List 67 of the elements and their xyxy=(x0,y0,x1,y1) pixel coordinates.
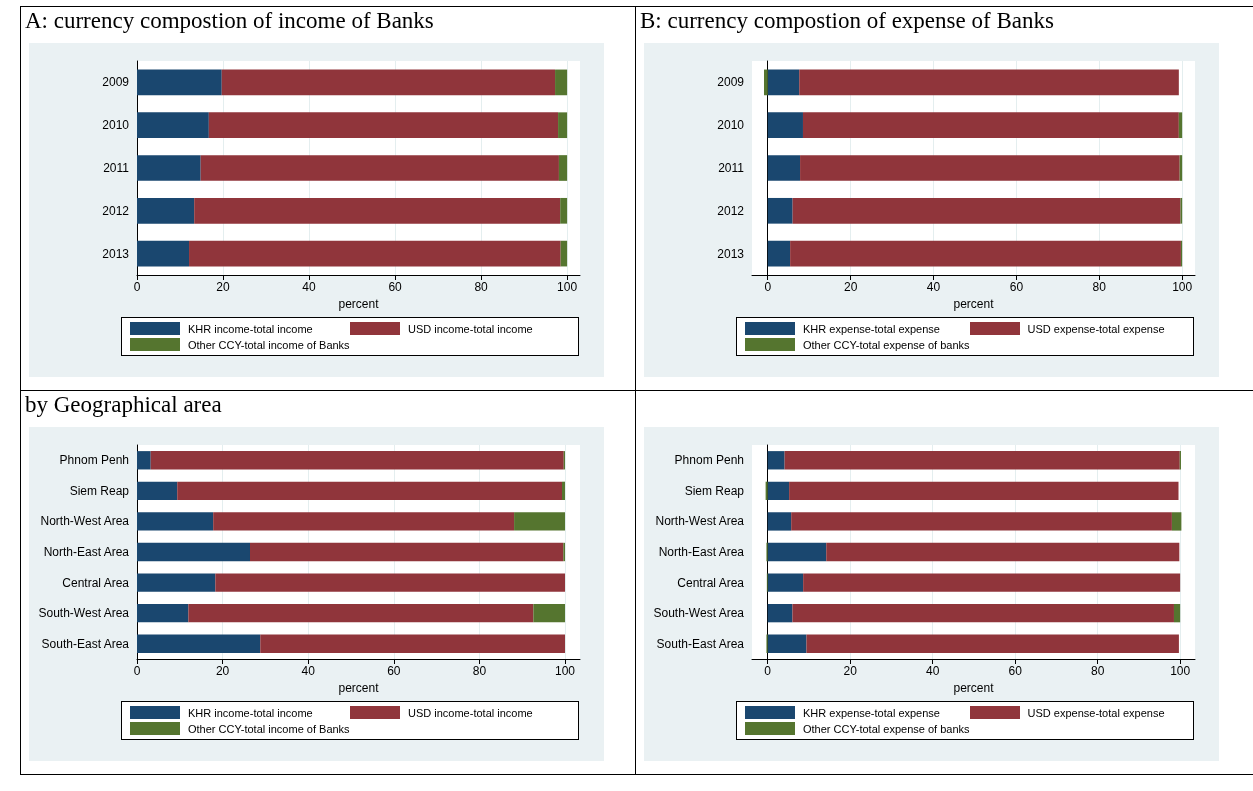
y-tick-label: Phnom Penh xyxy=(674,453,744,468)
legend-label: KHR expense-total expense xyxy=(803,322,940,335)
x-tick-label: 0 xyxy=(764,664,772,678)
y-tick-label: South-East Area xyxy=(41,636,130,651)
chart-title: A: currency compostion of income of Banks xyxy=(24,7,435,35)
y-tick-label: Siem Reap xyxy=(684,483,745,498)
legend-label: Other CCY-total expense of banks xyxy=(803,722,970,735)
x-tick-label: 60 xyxy=(1009,280,1024,294)
y-tick-label: South-West Area xyxy=(653,606,745,621)
x-tick-label: 20 xyxy=(216,280,231,294)
x-tick-label: 0 xyxy=(133,664,141,678)
x-tick-label: 20 xyxy=(843,664,858,678)
x-tick-label: 0 xyxy=(133,280,141,294)
legend-label: Other CCY-total income of Banks xyxy=(188,722,350,735)
y-tick-label: 2013 xyxy=(102,246,130,261)
y-tick-label: Phnom Penh xyxy=(59,453,129,468)
x-axis-title: percent xyxy=(338,680,380,695)
x-tick-label: 40 xyxy=(301,664,316,678)
y-tick-label: 2009 xyxy=(717,75,745,90)
y-tick-label: South-East Area xyxy=(656,636,745,651)
y-tick-label: 2012 xyxy=(102,203,130,218)
y-tick-label: North-East Area xyxy=(43,545,130,559)
y-tick-label: 2011 xyxy=(103,161,130,175)
x-tick-label: 80 xyxy=(474,280,489,294)
y-tick-label: Central Area xyxy=(62,575,130,590)
y-tick-label: 2011 xyxy=(718,161,745,175)
x-axis-title: percent xyxy=(338,296,380,311)
x-tick-label: 100 xyxy=(555,664,576,678)
x-axis-title: percent xyxy=(953,680,995,695)
y-tick-label: North-East Area xyxy=(658,545,745,559)
x-tick-label: 100 xyxy=(557,280,578,294)
x-tick-label: 40 xyxy=(302,280,317,294)
x-tick-label: 80 xyxy=(472,664,487,678)
x-tick-label: 40 xyxy=(925,664,940,678)
x-tick-label: 40 xyxy=(926,280,941,294)
y-tick-label: North-West Area xyxy=(655,514,745,529)
legend-label: Other CCY-total income of Banks xyxy=(188,338,350,351)
x-tick-label: 20 xyxy=(215,664,230,678)
x-tick-label: 100 xyxy=(1170,664,1191,678)
legend-label: Other CCY-total expense of banks xyxy=(803,338,970,351)
y-tick-label: Siem Reap xyxy=(69,483,130,498)
x-tick-label: 60 xyxy=(387,664,401,678)
legend-label: USD income-total income xyxy=(408,706,533,719)
legend-label: USD expense-total expense xyxy=(1027,322,1165,335)
y-tick-label: 2012 xyxy=(717,203,745,218)
y-tick-label: 2013 xyxy=(717,246,745,261)
legend-label: USD expense-total expense xyxy=(1027,706,1165,719)
y-tick-label: North-West Area xyxy=(40,514,130,529)
legend-label: KHR income-total income xyxy=(188,706,313,719)
x-tick-label: 0 xyxy=(764,280,772,294)
x-tick-label: 80 xyxy=(1090,664,1105,678)
x-tick-label: 60 xyxy=(388,280,403,294)
x-tick-label: 60 xyxy=(1008,664,1023,678)
y-tick-label: 2010 xyxy=(102,118,130,133)
legend-label: KHR income-total income xyxy=(188,322,313,335)
y-tick-label: South-West Area xyxy=(38,606,130,621)
legend-label: KHR expense-total expense xyxy=(803,706,940,719)
y-tick-label: 2010 xyxy=(717,118,745,133)
chart-title: B: currency compostion of expense of Banks xyxy=(639,7,1055,35)
y-tick-label: 2009 xyxy=(102,75,130,90)
x-tick-label: 80 xyxy=(1092,280,1107,294)
y-tick-label: Central Area xyxy=(677,575,745,590)
x-tick-label: 20 xyxy=(843,280,858,294)
x-tick-label: 100 xyxy=(1172,280,1193,294)
x-axis-title: percent xyxy=(953,296,995,311)
legend-label: USD income-total income xyxy=(408,322,533,335)
chart-title: by Geographical area xyxy=(24,391,223,419)
